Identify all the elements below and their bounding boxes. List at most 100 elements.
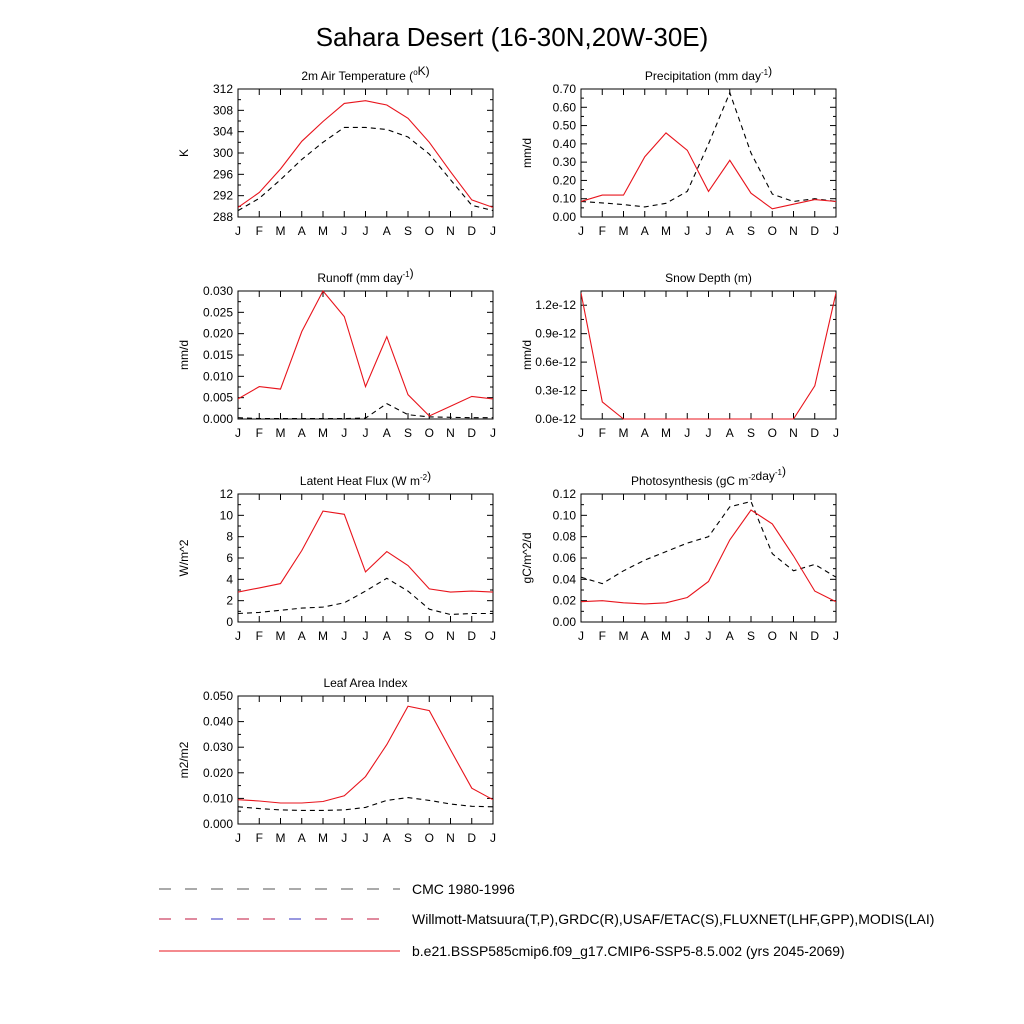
x-tick-label: F xyxy=(599,629,606,643)
obs-series-line xyxy=(581,500,836,585)
x-tick-label: J xyxy=(706,224,712,238)
y-tick-label: 288 xyxy=(213,210,233,224)
y-tick-label: 0.040 xyxy=(203,715,233,729)
y-axis-label: mm/d xyxy=(177,340,191,370)
legend-label: b.e21.BSSP585cmip6.f09_g17.CMIP6-SSP5-8.… xyxy=(412,943,845,959)
x-tick-label: F xyxy=(599,224,606,238)
x-tick-label: J xyxy=(363,831,369,845)
x-tick-label: J xyxy=(341,224,347,238)
x-tick-label: J xyxy=(490,629,496,643)
x-tick-label: M xyxy=(276,831,286,845)
y-tick-label: 312 xyxy=(213,82,233,96)
x-tick-label: D xyxy=(810,426,819,440)
x-tick-label: S xyxy=(747,426,755,440)
x-tick-label: O xyxy=(425,629,434,643)
x-tick-label: A xyxy=(726,224,734,238)
x-tick-label: J xyxy=(833,224,839,238)
chart-panels: 2m Air Temperature (oK) 288 292 296 300 304 30… xyxy=(177,64,839,845)
y-tick-label: 0.005 xyxy=(203,391,233,405)
x-tick-label: A xyxy=(298,629,306,643)
chart-title: 2m Air Temperature (oK) xyxy=(301,64,429,83)
y-tick-label: 0.30 xyxy=(553,155,577,169)
y-tick-label: 300 xyxy=(213,146,233,160)
y-tick-label: 0.00 xyxy=(553,615,577,629)
y-tick-label: 0.10 xyxy=(553,192,577,206)
x-tick-label: J xyxy=(341,426,347,440)
x-tick-label: A xyxy=(383,629,391,643)
y-tick-label: 0.60 xyxy=(553,100,577,114)
x-tick-label: N xyxy=(789,426,798,440)
obs-series-line xyxy=(238,402,493,420)
x-tick-label: N xyxy=(446,629,455,643)
x-tick-label: M xyxy=(619,426,629,440)
y-tick-label: 12 xyxy=(220,487,234,501)
x-tick-label: J xyxy=(363,224,369,238)
x-tick-label: A xyxy=(726,629,734,643)
x-tick-label: J xyxy=(235,224,241,238)
x-tick-label: J xyxy=(490,426,496,440)
legend-entry: b.e21.BSSP585cmip6.f09_g17.CMIP6-SSP5-8.… xyxy=(159,943,845,959)
y-axis-label: mm/d xyxy=(520,340,534,370)
model-series-line xyxy=(238,290,493,417)
x-tick-label: F xyxy=(256,629,263,643)
x-tick-label: J xyxy=(490,224,496,238)
y-tick-label: 0.10 xyxy=(553,508,577,522)
y-tick-label: 0.050 xyxy=(203,689,233,703)
y-tick-label: 0 xyxy=(226,615,233,629)
model-series-line xyxy=(238,100,493,208)
x-tick-label: D xyxy=(467,831,476,845)
chart-panel: Precipitation (mm day-1) 0.00 0.10 0.20 0.30… xyxy=(520,64,839,238)
x-tick-label: O xyxy=(768,629,777,643)
x-tick-label: N xyxy=(789,224,798,238)
x-tick-label: M xyxy=(276,426,286,440)
y-tick-label: 0.02 xyxy=(553,594,577,608)
legend: CMC 1980-1996 Willmott-Matsuura(T,P),GRDC… xyxy=(159,881,934,959)
y-tick-label: 0.70 xyxy=(553,82,577,96)
x-tick-label: A xyxy=(383,831,391,845)
x-tick-label: M xyxy=(661,224,671,238)
chart-panel: Snow Depth (m) 0.0e-12 0.3e-12 0.6e-12 0.9e-… xyxy=(520,271,839,440)
obs-series-line xyxy=(238,126,493,212)
y-tick-label: 0.020 xyxy=(203,327,233,341)
x-tick-label: N xyxy=(446,224,455,238)
y-tick-label: 0.015 xyxy=(203,348,233,362)
x-tick-label: F xyxy=(256,426,263,440)
x-tick-label: J xyxy=(235,426,241,440)
chart-title: Runoff (mm day-1) xyxy=(317,266,413,285)
y-tick-label: 0.12 xyxy=(553,487,577,501)
obs-series-line xyxy=(238,797,493,811)
x-tick-label: O xyxy=(768,426,777,440)
x-tick-label: S xyxy=(404,426,412,440)
chart-title: Photosynthesis (gC m-2day-1) xyxy=(631,464,786,488)
y-tick-label: 8 xyxy=(226,530,233,544)
chart-title: Snow Depth (m) xyxy=(665,271,752,285)
model-series-line xyxy=(581,132,836,210)
y-tick-label: 0.40 xyxy=(553,137,577,151)
x-tick-label: A xyxy=(298,831,306,845)
x-tick-label: D xyxy=(810,224,819,238)
x-tick-label: M xyxy=(276,224,286,238)
y-tick-label: 296 xyxy=(213,167,233,181)
x-tick-label: J xyxy=(833,629,839,643)
model-series-line xyxy=(238,510,493,593)
x-tick-label: J xyxy=(235,629,241,643)
x-tick-label: J xyxy=(833,426,839,440)
x-tick-label: O xyxy=(425,224,434,238)
y-tick-label: 0.9e-12 xyxy=(535,327,576,341)
model-series-line xyxy=(581,509,836,605)
model-series-line xyxy=(238,705,493,804)
x-tick-label: J xyxy=(578,224,584,238)
x-tick-label: M xyxy=(276,629,286,643)
chart-title: Latent Heat Flux (W m-2) xyxy=(300,469,431,488)
y-axis-label: W/m^2 xyxy=(177,539,191,576)
y-tick-label: 0.000 xyxy=(203,817,233,831)
x-tick-label: J xyxy=(363,426,369,440)
x-tick-label: A xyxy=(641,224,649,238)
y-tick-label: 0.025 xyxy=(203,305,233,319)
y-tick-label: 308 xyxy=(213,103,233,117)
y-tick-label: 0.030 xyxy=(203,740,233,754)
y-tick-label: 0.0e-12 xyxy=(535,412,576,426)
x-tick-label: J xyxy=(235,831,241,845)
y-tick-label: 6 xyxy=(226,551,233,565)
